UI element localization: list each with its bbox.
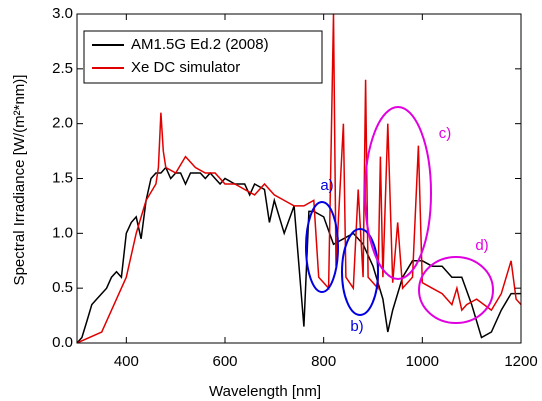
x-tick-label: 1000	[406, 353, 439, 370]
x-tick-label: 400	[114, 353, 139, 370]
annotation: b)	[350, 318, 363, 335]
y-tick-label: 0.0	[52, 334, 73, 351]
annotation: c)	[439, 125, 452, 142]
highlight-ellipse	[341, 228, 379, 316]
annotation: a)	[320, 177, 333, 194]
highlight-ellipse	[418, 256, 494, 324]
y-tick-label: 0.5	[52, 279, 73, 296]
x-tick-label: 1200	[504, 353, 537, 370]
y-axis-label: Spectral Irradiance [W/(m²*nm)]	[11, 75, 28, 286]
y-tick-label: 1.0	[52, 224, 73, 241]
y-tick-label: 2.5	[52, 60, 73, 77]
y-tick-label: 3.0	[52, 5, 73, 22]
x-tick-label: 600	[212, 353, 237, 370]
highlight-ellipse	[305, 201, 339, 293]
y-tick-label: 1.5	[52, 169, 73, 186]
series-line	[77, 166, 521, 343]
highlight-ellipse	[364, 106, 432, 280]
y-tick-label: 2.0	[52, 115, 73, 132]
x-axis-label: Wavelength [nm]	[209, 383, 321, 400]
annotation: d)	[475, 237, 488, 254]
x-tick-label: 800	[311, 353, 336, 370]
legend-label: AM1.5G Ed.2 (2008)	[131, 36, 269, 53]
legend-label: Xe DC simulator	[131, 59, 240, 76]
legend-box	[83, 30, 323, 84]
